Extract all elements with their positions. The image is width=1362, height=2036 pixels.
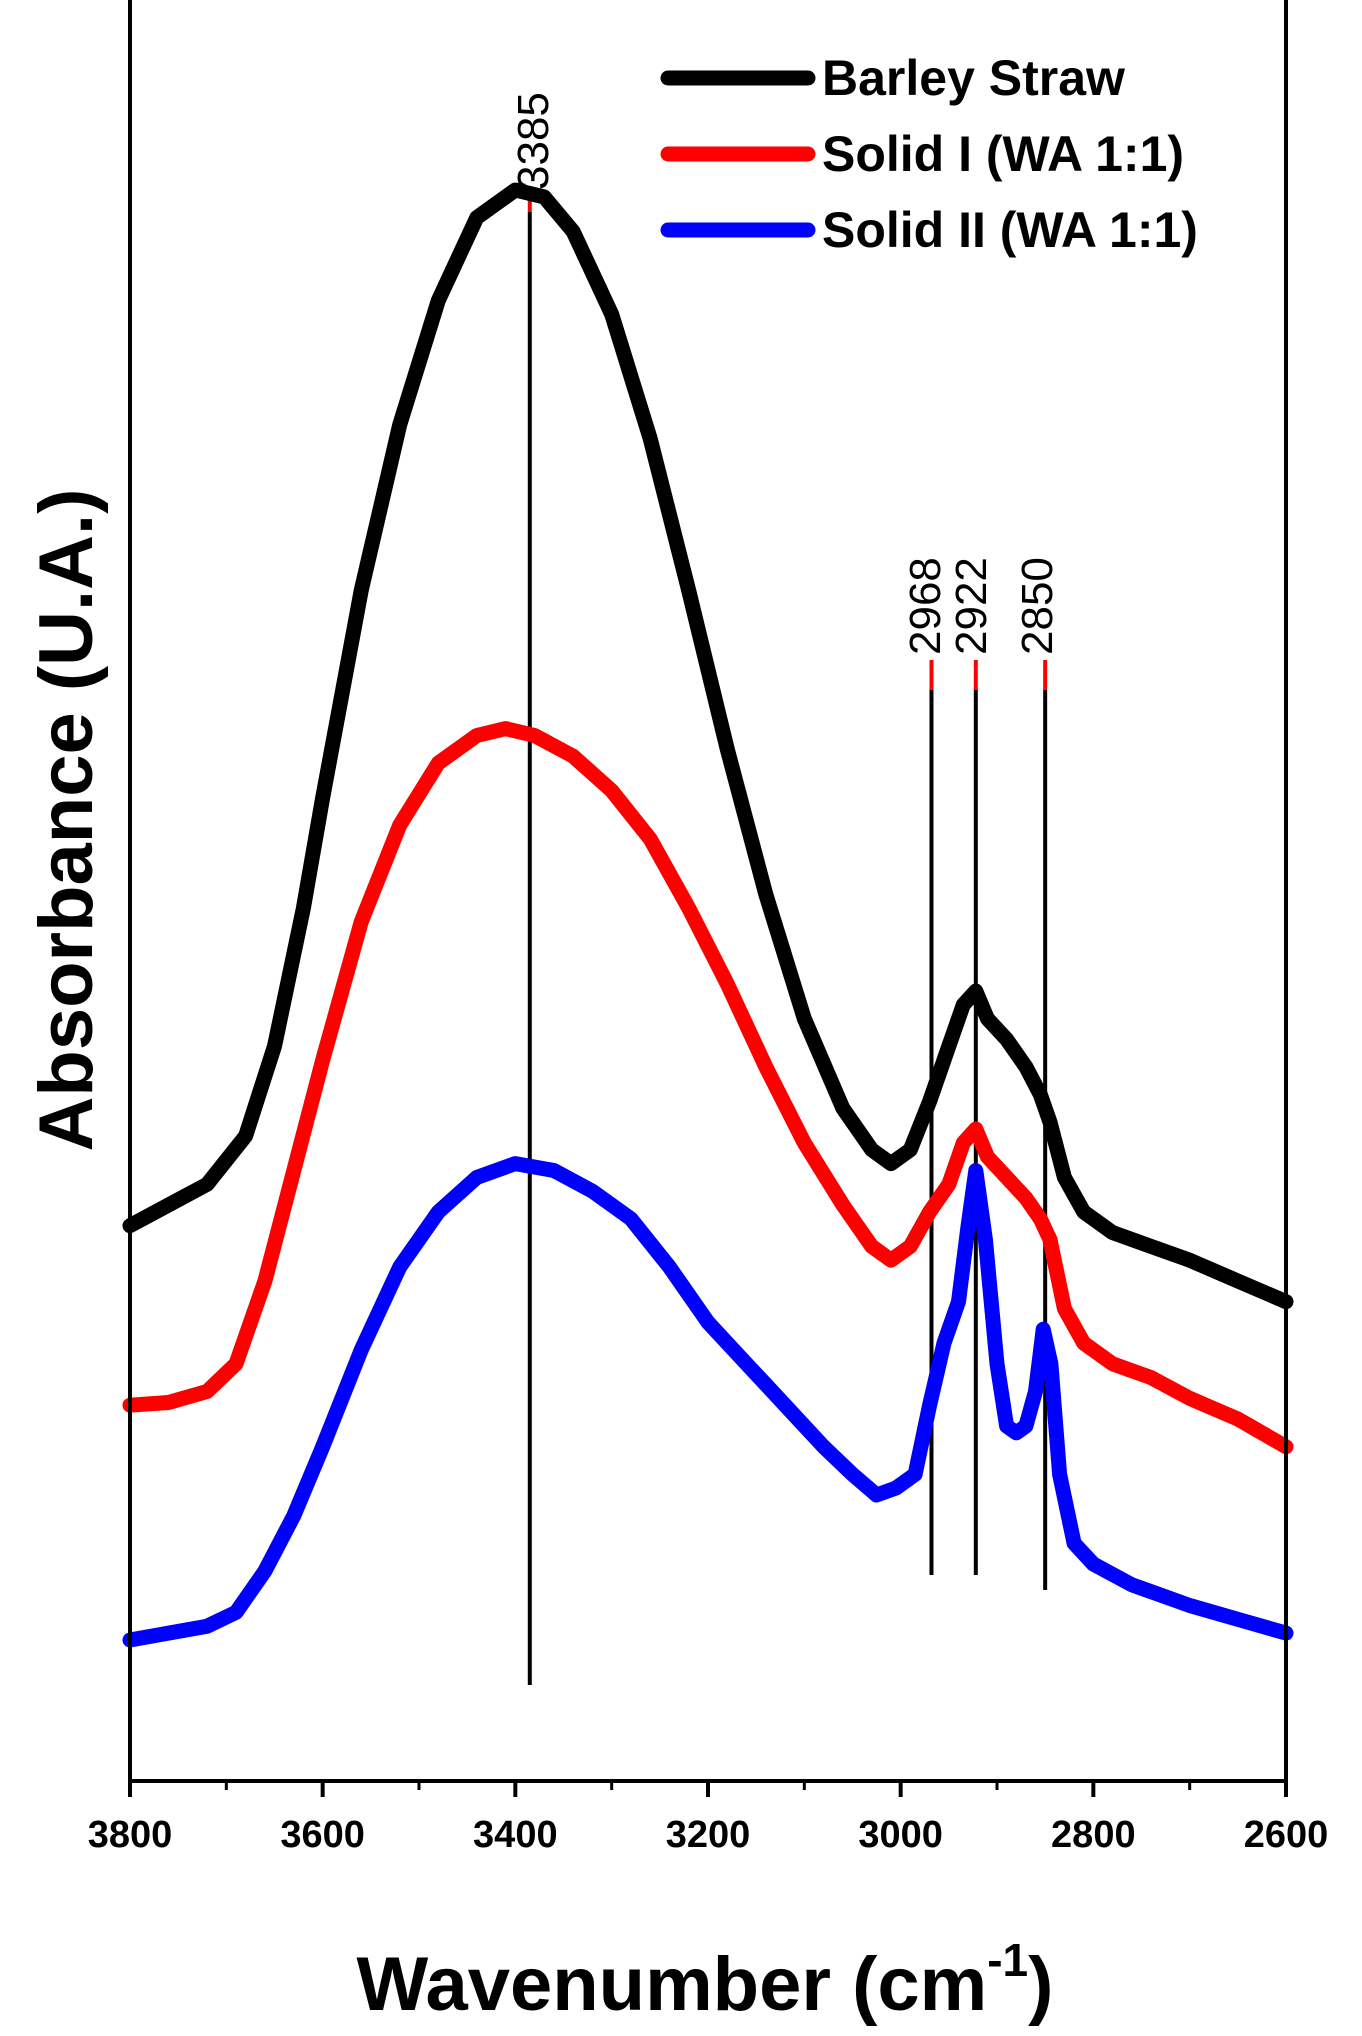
- series-line: [122, 1156, 1294, 1648]
- peak-label: 2850: [1013, 557, 1062, 655]
- x-tick-label: 3200: [666, 1814, 751, 1856]
- peak-label: 2922: [947, 557, 996, 655]
- x-tick-label: 2800: [1051, 1814, 1136, 1856]
- peak-label: 2968: [901, 557, 950, 655]
- x-tick-label: 3600: [280, 1814, 365, 1856]
- peak-label: 3385: [509, 92, 558, 190]
- legend-label: Solid I (WA 1:1): [822, 126, 1184, 182]
- legend-label: Solid II (WA 1:1): [822, 202, 1198, 258]
- x-axis-title-close: ): [1028, 1942, 1053, 2027]
- x-axis-title-main: Wavenumber (cm: [357, 1942, 988, 2027]
- x-tick-label: 3000: [858, 1814, 943, 1856]
- x-axis-title-sup: -1: [987, 1934, 1028, 1986]
- legend-label: Barley Straw: [822, 50, 1125, 106]
- y-axis-title: Absorbance (U.A.): [24, 489, 109, 1152]
- x-tick-label: 2600: [1244, 1814, 1329, 1856]
- series-line: [122, 721, 1294, 1455]
- x-axis-title: Wavenumber (cm-1): [357, 1934, 1054, 2027]
- series-layer: [122, 182, 1294, 1648]
- legend: Barley Straw Solid I (WA 1:1) Solid II (WA…: [660, 50, 1198, 258]
- axes-layer: 3800 3600 3400 3200 3000 2800 2600: [88, 0, 1329, 1856]
- x-tick-label: 3800: [88, 1814, 173, 1856]
- x-tick-label: 3400: [473, 1814, 558, 1856]
- series-line: [122, 182, 1294, 1310]
